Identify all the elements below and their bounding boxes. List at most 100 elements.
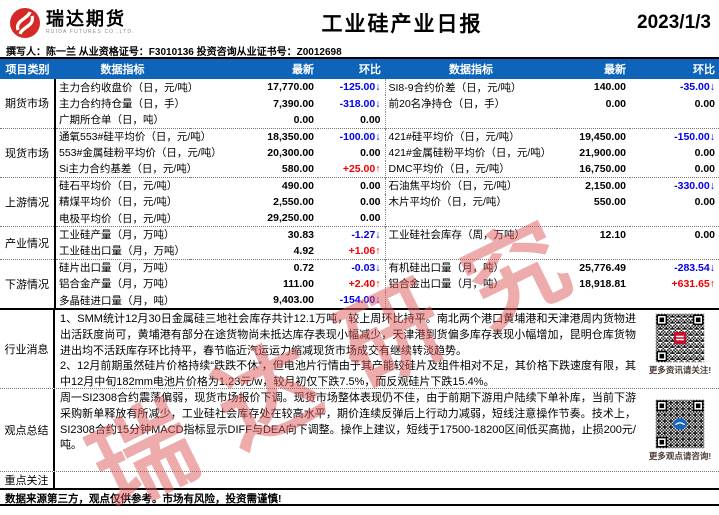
indicator-label: 421#硅平均价（日，元/吨）	[384, 127, 557, 145]
change-value: -154.00↓	[339, 294, 381, 307]
latest-value: 12.10	[557, 226, 630, 243]
table-row: 精煤平均价（日，元/吨） 2,550.00 0.00 木片平均价（日，元/吨） …	[0, 193, 719, 211]
column-header: 数据指标	[55, 59, 190, 79]
latest-value	[557, 243, 630, 259]
indicator-label: 木片平均价（日，元/吨）	[384, 193, 557, 211]
table-row: 产业情况 工业硅产量（月，万吨） 30.83 -1.27↓ 工业硅社会库存（周，…	[0, 226, 719, 260]
change-value: 0.00	[360, 195, 381, 208]
change-value: -125.00↓	[339, 81, 381, 94]
change-value: -330.00↓	[630, 176, 719, 194]
latest-value: 140.00	[593, 81, 626, 94]
qr-caption: 更多资讯请关注!	[648, 365, 712, 376]
indicator-label: 多晶硅进口量（月，吨）	[59, 294, 175, 307]
latest-value: 29,250.00	[267, 212, 314, 225]
change-value: 0.00	[360, 212, 381, 225]
change-value: -1.27↓	[318, 226, 385, 243]
change-value: +631.65↑	[671, 277, 716, 290]
change-value: 0.00	[694, 97, 715, 110]
table-row: 期货市场 主力合约收盘价（日，元/吨） 17,770.00 -125.00↓ S…	[0, 79, 719, 129]
indicator-label: 精煤平均价（日，元/吨）	[59, 196, 178, 209]
qr-block-news: 更多资讯请关注!	[641, 310, 719, 388]
page-title: 工业硅产业日报	[321, 12, 483, 36]
qr-caption: 更多观点请咨询!	[648, 451, 712, 462]
table-row: 现货市场 通氧553#硅平均价（日，元/吨） 18,350.00 -100.00…	[0, 127, 719, 178]
section-key-focus: 重点关注	[0, 471, 719, 489]
section-category: 行业消息	[0, 310, 55, 389]
latest-value: 111.00	[283, 277, 314, 290]
indicator-label	[384, 242, 557, 260]
table-row: 多晶硅进口量（月，吨） 9,403.00 -154.00↓	[0, 292, 719, 309]
latest-value: 7,390.00	[273, 97, 314, 110]
column-header: 数据指标	[385, 59, 557, 79]
indicator-label: 553#金属硅粉平均价（日，元/吨）	[59, 147, 222, 160]
latest-value: 25,776.49	[557, 258, 630, 276]
latest-value: 9,403.00	[273, 294, 314, 307]
viewpoint-paragraph: 周一SI2308合约震荡偏弱，现货市场报价下调。现货市场整体表现仍不佳，由于前期…	[60, 392, 636, 452]
column-header: 最新	[557, 59, 630, 79]
latest-value: 21,900.00	[579, 146, 626, 159]
column-header: 最新	[190, 59, 318, 79]
indicator-label: 工业硅出口量（月，万吨）	[59, 245, 185, 258]
qr-block-viewpoint: 更多观点请咨询!	[641, 389, 719, 471]
table-row: 上游情况 硅石平均价（日，元/吨） 490.00 0.00 石油焦平均价（日，元…	[0, 176, 719, 227]
table-header-row: 项目类别 数据指标 最新 环比 数据指标 最新 环比	[0, 59, 719, 79]
change-value: +1.06↑	[348, 244, 381, 257]
latest-value: 0.00	[605, 97, 626, 110]
indicator-label: 通氧553#硅平均价（日，元/吨）	[55, 127, 211, 145]
table-row: 553#金属硅粉平均价（日，元/吨） 20,300.00 0.00 421#金属…	[0, 144, 719, 161]
change-value: -100.00↓	[318, 127, 385, 145]
indicator-label: 主力合约持仓量（日，手）	[59, 98, 185, 111]
table-row: 下游情况 硅片出口量（月，万吨） 0.72 -0.03↓ 有机硅出口量（月，吨）…	[0, 258, 719, 309]
indicator-label	[384, 210, 557, 227]
indicator-label: 421#金属硅粉平均价（日，元/吨）	[384, 144, 557, 161]
indicator-label: 有机硅出口量（月，吨）	[384, 258, 557, 276]
table-row: 工业硅出口量（月，万吨） 4.92 +1.06↑	[0, 242, 719, 260]
table-row: 广期所仓单（日，吨） 0.00 0.00	[0, 111, 719, 129]
byline: 撰写人：陈一兰 从业资格证号：F3010136 投资咨询从业证书号：Z00126…	[0, 43, 719, 59]
change-value	[630, 292, 719, 308]
latest-value: 30.83	[190, 226, 318, 243]
section-category: 观点总结	[0, 389, 55, 472]
category-cell: 期货市场	[0, 79, 56, 129]
table-row: 电极平均价（日，元/吨） 29,250.00 0.00	[0, 210, 719, 227]
change-value	[630, 112, 719, 128]
viewpoint-text: 周一SI2308合约震荡偏弱，现货市场报价下调。现货市场整体表现仍不佳，由于前期…	[55, 389, 641, 471]
indicator-label: 前20名净持仓（日，手）	[384, 95, 557, 112]
indicator-label: 工业硅产量（月，万吨）	[55, 226, 190, 243]
latest-value: 20,300.00	[267, 146, 314, 159]
latest-value	[557, 112, 630, 128]
indicator-label: 主力合约收盘价（日，元/吨）	[59, 81, 199, 94]
indicator-label: 硅片出口量（月，万吨）	[55, 258, 190, 276]
latest-value: 4.92	[293, 244, 314, 257]
latest-value: 0.00	[293, 113, 314, 126]
change-value	[630, 243, 719, 259]
section-category: 重点关注	[0, 472, 55, 489]
latest-value: 18,350.00	[190, 127, 318, 145]
report-header: 瑞达期货 RUIDA FUTURES CO.,LTD. 工业硅产业日报 2023…	[0, 0, 719, 43]
change-value: 0.00	[694, 146, 715, 159]
latest-value: 2,550.00	[273, 195, 314, 208]
section-industry-news: 行业消息 1、SMM统计12月30日金属硅三地社会库存共计12.1万吨，较上周环…	[0, 310, 719, 389]
latest-value: 580.00	[281, 162, 314, 175]
text-sections: 行业消息 1、SMM统计12月30日金属硅三地社会库存共计12.1万吨，较上周环…	[0, 310, 719, 491]
change-value: -318.00↓	[339, 97, 381, 110]
change-value: -283.54↓	[630, 258, 719, 276]
data-table-wrap: 项目类别 数据指标 最新 环比 数据指标 最新 环比 期货市场 主力合约收盘价（…	[0, 59, 719, 311]
news-paragraph: 2、12月前期虽然硅片价格持续“跌跌不休”，但电池片行情由于其产能较硅片及组件相…	[60, 360, 636, 388]
change-value: -150.00↓	[630, 127, 719, 145]
change-value: -0.03↓	[318, 258, 385, 276]
indicator-label	[384, 292, 557, 309]
latest-value: 18,918.81	[579, 277, 626, 290]
indicator-label: 石油焦平均价（日，元/吨）	[384, 176, 557, 194]
change-value: 0.00	[360, 113, 381, 126]
brand-name-en: RUIDA FUTURES CO.,LTD.	[46, 29, 135, 35]
latest-value	[557, 210, 630, 226]
indicator-label	[384, 111, 557, 129]
news-paragraph: 1、SMM统计12月30日金属硅三地社会库存共计12.1万吨，较上周环比持平。南…	[60, 313, 636, 357]
latest-value: 550.00	[593, 195, 626, 208]
change-value: +2.40↑	[348, 277, 381, 290]
change-value: 0.00	[694, 162, 715, 175]
latest-value: 0.72	[190, 258, 318, 276]
qr-code-news-icon	[655, 313, 705, 364]
